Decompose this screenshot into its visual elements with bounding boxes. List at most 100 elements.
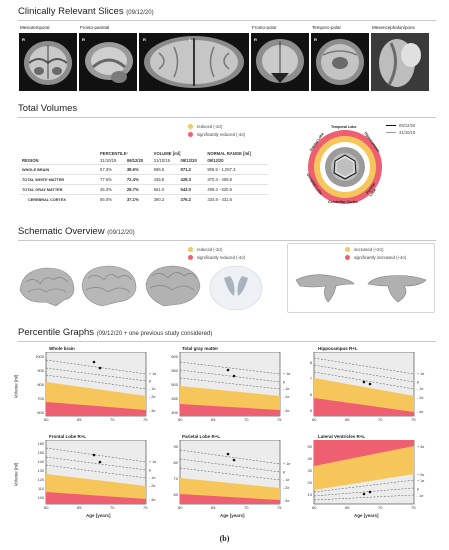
sigma-line-mu [179, 369, 281, 383]
x-tick: 65 [77, 417, 82, 422]
legend-line-previous [386, 131, 396, 134]
x-tick: 75 [143, 505, 148, 510]
slice-label-fronto-polar: Fronto-polar [252, 25, 277, 30]
brain-render-right-lateral [78, 262, 140, 310]
data-point-curr [232, 374, 236, 378]
region-name: TOTAL WHITE MATTER [20, 174, 98, 185]
x-tick: 60 [178, 505, 183, 510]
sigma-line-plus1 [45, 447, 147, 463]
volumes-section-title: Total Volumes [18, 103, 78, 114]
sigma-label: - 2σ [417, 396, 424, 400]
data-point-curr [368, 382, 372, 386]
graph-title-frontal-lobe: Frontal Lobe R+L [49, 434, 87, 439]
sigma-label: μ [417, 380, 419, 384]
x-tick: 60 [178, 417, 183, 422]
radar-legend-previous-label: 31/10/19 [399, 130, 416, 135]
table-row: WHOLE BRAIN 57.3% 38.6% 996.6 971.2 906.… [20, 164, 268, 175]
y-tick: 550 [171, 368, 178, 373]
sigma-label: + 1σ [149, 372, 157, 376]
x-tick: 70 [244, 505, 249, 510]
volume-prev: 390.3 [151, 194, 179, 204]
band-sig-reduced [180, 494, 280, 504]
sigma-line-mu [45, 367, 147, 382]
graph-title-lateral-ventricles: Lateral Ventricles R+L [318, 434, 366, 439]
sigma-label: - 4σ [149, 498, 156, 502]
sigma-label: + 4σ [417, 445, 425, 449]
volume-curr: 971.2 [178, 164, 206, 175]
y-tick: 60 [174, 492, 179, 497]
y-tick: 450 [171, 396, 178, 401]
schematic-legend-reduced: reduced (-2σ) [188, 247, 222, 252]
mri-slice-mesencephalon-pons [371, 33, 429, 91]
x-tick: 65 [345, 505, 350, 510]
volume-prev: 561.0 [151, 184, 179, 195]
y-tick: 70 [174, 476, 179, 481]
sigma-label: μ [417, 487, 419, 491]
x-axis-label: Age [years] [354, 513, 379, 518]
x-tick: 70 [244, 417, 249, 422]
mri-slice-fronto-parietal-axial: R L [139, 33, 249, 91]
divider [18, 341, 436, 342]
x-tick: 65 [211, 417, 216, 422]
percentile-graph-hippocampus: 8 7 6 5 + 1σ μ - 1σ - 2σ - 4σ [304, 351, 444, 427]
table-row: TOTAL GRAY MATTER 45.3% 28.7% 561.0 543.… [20, 184, 268, 195]
y-tick: 10 [308, 492, 313, 497]
divider [18, 240, 436, 241]
percentile-subtitle: (09/12/20 + one previous study considere… [96, 331, 213, 337]
table-row: TOTAL WHITE MATTER 77.6% 72.4% 435.8 428… [20, 174, 268, 185]
legend-sig-reduced-label: significantly reduced (-4σ) [197, 132, 246, 137]
sigma-label: - 4σ [417, 410, 424, 414]
divider [18, 117, 436, 118]
y-tick: 500 [171, 382, 178, 387]
brain-render-oblique [142, 262, 204, 310]
sigma-line-mu [179, 458, 281, 473]
sigma-line-mu [313, 364, 415, 383]
sigma-label: - 4σ [283, 499, 290, 503]
graph-title-hippocampus: Hippocampus R+L [318, 346, 358, 351]
y-tick: 50 [308, 444, 313, 449]
mri-slice-fronto-parietal-sagittal: R [79, 33, 137, 91]
sigma-line-minus1 [179, 467, 281, 481]
schematic-legend-increased: increased (+2σ) [345, 247, 383, 252]
sigma-label: - 1σ [149, 476, 156, 480]
brain-render-left-lateral [16, 264, 78, 310]
legend-dot-sig-reduced [188, 132, 193, 137]
col-percentile: PERCENTILE¹ [100, 151, 128, 156]
y-tick: 40 [308, 456, 313, 461]
sigma-line-minus1 [45, 374, 147, 390]
slice-label-mesiotemporal: Mesiotemporal [20, 25, 50, 30]
sigma-line-minus1 [313, 371, 415, 390]
radar-inner-center [331, 153, 359, 181]
x-tick: 75 [277, 417, 282, 422]
x-tick: 75 [277, 505, 282, 510]
y-tick: 150 [38, 451, 44, 455]
sigma-label: + 1σ [149, 460, 157, 464]
graph-title-whole-brain: Whole brain [49, 346, 75, 351]
x-tick: 75 [411, 505, 416, 510]
data-point-prev [226, 452, 230, 456]
sigma-label: + 1σ [417, 479, 425, 483]
y-tick: 400 [171, 410, 178, 415]
slice-label-mesencephalon: Mesencephalon/pons [372, 25, 415, 30]
schematic-legend-sig-increased-label: significantly increased (+4σ) [354, 255, 407, 260]
percentile-prev: 57.3% [98, 164, 125, 175]
band-sig-reduced [46, 402, 146, 416]
y-tick: 30 [308, 468, 313, 473]
normal-range: 334.8 - 431.6 [205, 194, 268, 204]
x-tick: 70 [110, 417, 115, 422]
sigma-label: - 1σ [283, 387, 290, 391]
data-point-prev [92, 453, 96, 457]
sigma-label: - 2σ [149, 395, 156, 399]
x-axis-label: Age [years] [86, 513, 111, 518]
date-cell: 09/12/20 [207, 158, 224, 163]
radar-legend-current-label: 09/12/20 [399, 123, 416, 128]
y-tick: 140 [38, 460, 44, 464]
band-sig-reduced [314, 398, 414, 416]
x-tick: 60 [312, 505, 317, 510]
schematic-legend-reduced-label: reduced (-2σ) [197, 247, 223, 252]
y-tick: 900 [37, 368, 44, 373]
radar-legend-previous: 31/10/19 [386, 130, 415, 135]
sigma-label: + 1σ [283, 372, 291, 376]
sigma-line-plus1 [313, 357, 415, 375]
sigma-line-plus1 [179, 361, 281, 375]
